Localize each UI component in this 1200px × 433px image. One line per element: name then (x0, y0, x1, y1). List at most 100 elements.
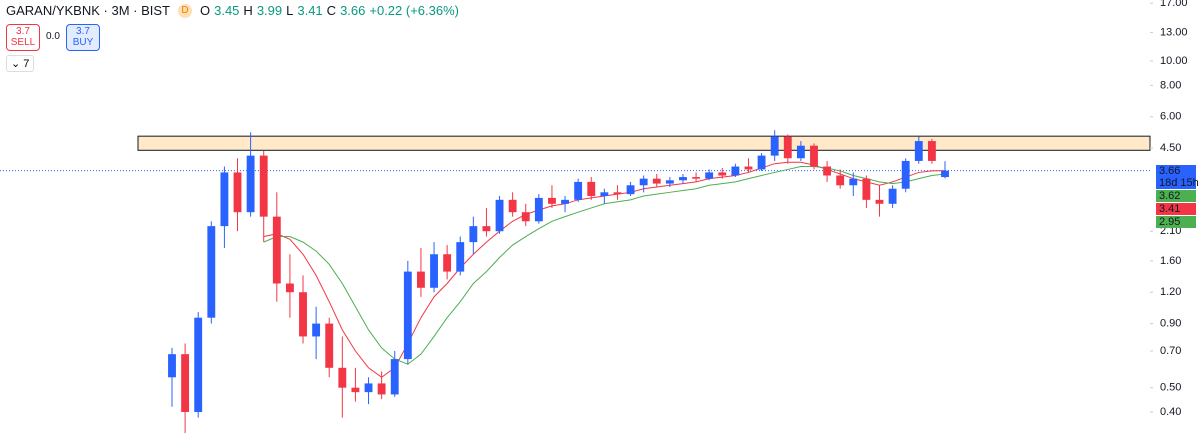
candle-body (338, 367, 347, 388)
candle-body (783, 136, 792, 159)
candle-body (914, 141, 923, 161)
candle-body (377, 383, 386, 395)
candle-body (705, 172, 714, 179)
candle-body (626, 185, 635, 195)
candle-body (259, 155, 268, 217)
price-tag: 3.41 (1159, 203, 1180, 215)
candle-body (796, 145, 805, 159)
candle-body (613, 192, 622, 195)
candle-body (731, 166, 740, 176)
sell-label: SELL (10, 37, 36, 48)
candle-body (246, 155, 255, 213)
candle-body (875, 199, 884, 204)
y-tick-label: 17.00 (1160, 0, 1188, 9)
indicators-count: 7 (23, 58, 30, 70)
y-tick-label: 1.20 (1160, 286, 1181, 298)
h-label: H (243, 3, 253, 18)
candle-body (679, 177, 687, 181)
candle-body (443, 254, 452, 272)
candle-body (390, 359, 399, 395)
c-label: C (326, 3, 337, 18)
candle-body (901, 160, 910, 189)
resistance-zone (137, 135, 1151, 151)
candle-body (849, 178, 858, 186)
y-tick-label: 0.90 (1160, 318, 1181, 330)
candle-body (521, 212, 530, 222)
candle-body (168, 354, 176, 378)
candle-body (325, 323, 334, 368)
y-tick-label: 1.60 (1160, 255, 1181, 267)
candle-body (561, 199, 569, 204)
candle-body (299, 292, 307, 337)
candle-body (862, 178, 871, 200)
price-tag-bg (1156, 203, 1196, 215)
candle-body (482, 226, 491, 232)
source-badge: D (177, 3, 192, 18)
candle-body (508, 199, 517, 213)
candle-body (888, 188, 897, 204)
candle-body (430, 254, 438, 288)
candle-body (587, 181, 596, 197)
y-tick-label: 6.00 (1160, 111, 1181, 123)
y-tick-label: 0.50 (1160, 382, 1181, 394)
price-tag: 3.66 (1159, 165, 1180, 177)
candle-body (181, 354, 190, 413)
o-value: 3.45 (214, 3, 240, 18)
y-tick-label: 8.00 (1160, 79, 1181, 91)
candle-body (810, 145, 818, 167)
candle-body (692, 177, 700, 179)
o-label: O (199, 3, 211, 18)
candle-body (220, 172, 229, 227)
y-tick-label: 0.40 (1160, 406, 1181, 418)
y-tick-label: 13.00 (1160, 26, 1188, 38)
l-label: L (286, 3, 294, 18)
candle-body (417, 271, 425, 288)
candle-body (456, 242, 465, 272)
buy-price: 3.7 (76, 26, 90, 37)
candle-body (600, 192, 609, 197)
change: +0.22 (+6.36%) (369, 3, 459, 18)
candle-body (194, 317, 203, 413)
y-tick-label: 10.00 (1160, 55, 1188, 67)
symbol[interactable]: GARAN/YKBNK · 3M · BIST (6, 3, 170, 18)
candle-body (927, 141, 936, 161)
price-tag-bg (1156, 177, 1196, 189)
candle-body (574, 181, 583, 200)
candle-body (757, 155, 766, 170)
price-tag-bg (1156, 216, 1196, 228)
candle-body (665, 180, 674, 184)
candle-body (548, 197, 556, 204)
candle-body (744, 166, 753, 170)
price-tag-bg (1156, 165, 1196, 177)
sell-price: 3.7 (16, 26, 30, 37)
c-value: 3.66 (340, 3, 366, 18)
indicators-toggle[interactable]: ⌄ 7 (6, 55, 35, 72)
candle-body (718, 172, 727, 176)
h-value: 3.99 (256, 3, 283, 18)
candle-body (823, 166, 832, 176)
candle-body (469, 226, 478, 243)
candle-body (836, 175, 845, 186)
y-tick-label: 4.50 (1160, 142, 1181, 154)
candle-body (207, 226, 216, 318)
spread: 0.0 (46, 31, 60, 42)
candle-body (495, 199, 504, 232)
candle-body (941, 170, 949, 178)
y-tick-label: 2.10 (1160, 225, 1181, 237)
candle-body (233, 172, 242, 213)
price-tag: 18d 15h (1159, 177, 1199, 189)
candle-body (272, 216, 281, 284)
price-tag: 3.62 (1159, 190, 1180, 202)
candle-body (364, 383, 373, 393)
buy-label: BUY (72, 37, 94, 48)
buy-button[interactable]: 3.7 BUY (66, 24, 100, 51)
candle-body (312, 323, 321, 337)
y-tick-label: 0.70 (1160, 345, 1181, 357)
candle-body (770, 136, 779, 156)
candle-body (403, 271, 412, 360)
l-value: 3.41 (297, 3, 323, 18)
sell-button[interactable]: 3.7 SELL (6, 24, 40, 51)
